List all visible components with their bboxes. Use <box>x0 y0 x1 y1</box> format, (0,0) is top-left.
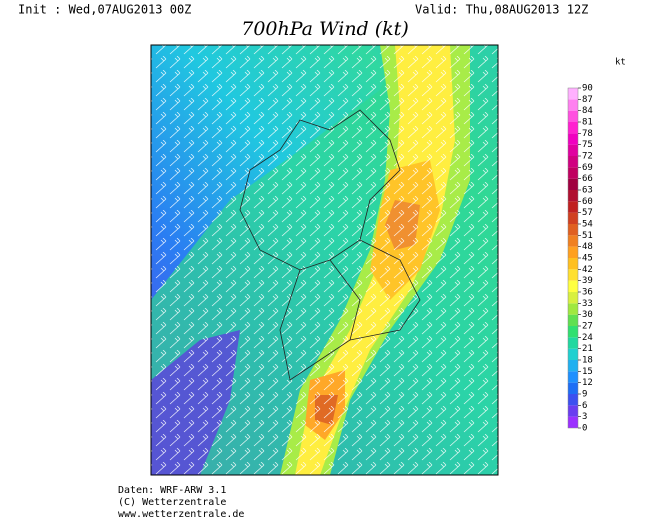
colorbar-label: 90 <box>582 84 593 94</box>
colorbar-label: 54 <box>582 220 593 230</box>
colorbar-segment <box>568 416 578 428</box>
colorbar-label: 30 <box>582 310 593 320</box>
colorbar-segment <box>568 99 578 111</box>
colorbar-label: 51 <box>582 231 593 241</box>
colorbar-label: 57 <box>582 208 593 218</box>
colorbar-segment <box>568 212 578 224</box>
colorbar-label: 6 <box>582 401 587 411</box>
colorbar-label: 0 <box>582 424 587 434</box>
colorbar-label: 24 <box>582 333 593 343</box>
colorbar-label: 3 <box>582 412 587 422</box>
colorbar-segment <box>568 88 578 100</box>
colorbar-label: 33 <box>582 299 593 309</box>
colorbar-label: 36 <box>582 288 593 298</box>
colorbar-label: 21 <box>582 344 593 354</box>
colorbar-segment <box>568 348 578 360</box>
colorbar-label: 75 <box>582 140 593 150</box>
colorbar-label: 81 <box>582 118 593 128</box>
colorbar-segment <box>568 235 578 247</box>
colorbar-segment <box>568 269 578 281</box>
colorbar-segment <box>568 258 578 270</box>
colorbar-segment <box>568 292 578 304</box>
colorbar-label: 18 <box>582 356 593 366</box>
colorbar-label: 48 <box>582 242 593 252</box>
colorbar-label: 9 <box>582 390 587 400</box>
colorbar-segment <box>568 201 578 213</box>
colorbar-segment <box>568 144 578 156</box>
colorbar-segment <box>568 326 578 338</box>
colorbar-label: 42 <box>582 265 593 275</box>
colorbar-segment <box>568 167 578 179</box>
colorbar-segment <box>568 156 578 168</box>
colorbar-unit: kt <box>615 58 626 68</box>
colorbar-segment <box>568 382 578 394</box>
colorbar-segment <box>568 224 578 236</box>
colorbar-label: 15 <box>582 367 593 377</box>
map-frame <box>150 44 499 476</box>
colorbar-label: 84 <box>582 106 593 116</box>
colorbar-label: 69 <box>582 163 593 173</box>
colorbar-segment <box>568 190 578 202</box>
colorbar-segment <box>568 394 578 406</box>
footer-line: www.wetterzentrale.de <box>118 509 244 520</box>
colorbar-segment <box>568 246 578 258</box>
colorbar-label: 87 <box>582 95 593 105</box>
colorbar-segment <box>568 122 578 134</box>
colorbar-segment <box>568 314 578 326</box>
colorbar-segment <box>568 405 578 417</box>
map-area <box>151 45 498 475</box>
map-title: 700hPa Wind (kt) <box>241 18 408 40</box>
colorbar-segment <box>568 371 578 383</box>
colorbar-label: 72 <box>582 152 593 162</box>
colorbar-label: 60 <box>582 197 593 207</box>
colorbar-segment <box>568 280 578 292</box>
colorbar-label: 63 <box>582 186 593 196</box>
colorbar-label: 78 <box>582 129 593 139</box>
colorbar-label: 12 <box>582 378 593 388</box>
colorbar-label: 45 <box>582 254 593 264</box>
colorbar-label: 39 <box>582 276 593 286</box>
colorbar-segment <box>568 133 578 145</box>
footer-line: Daten: WRF-ARW 3.1 <box>118 485 226 496</box>
colorbar-label: 27 <box>582 322 593 332</box>
colorbar-segment <box>568 303 578 315</box>
colorbar-segment <box>568 178 578 190</box>
colorbar-segment <box>568 110 578 122</box>
init-time: Init : Wed,07AUG2013 00Z <box>18 3 191 17</box>
colorbar: 0369121518212427303336394245485154576063… <box>567 84 593 434</box>
valid-time: Valid: Thu,08AUG2013 12Z <box>415 3 588 17</box>
colorbar-segment <box>568 360 578 372</box>
colorbar-label: 66 <box>582 174 593 184</box>
colorbar-segment <box>568 337 578 349</box>
footer-line: (C) Wetterzentrale <box>118 497 226 508</box>
